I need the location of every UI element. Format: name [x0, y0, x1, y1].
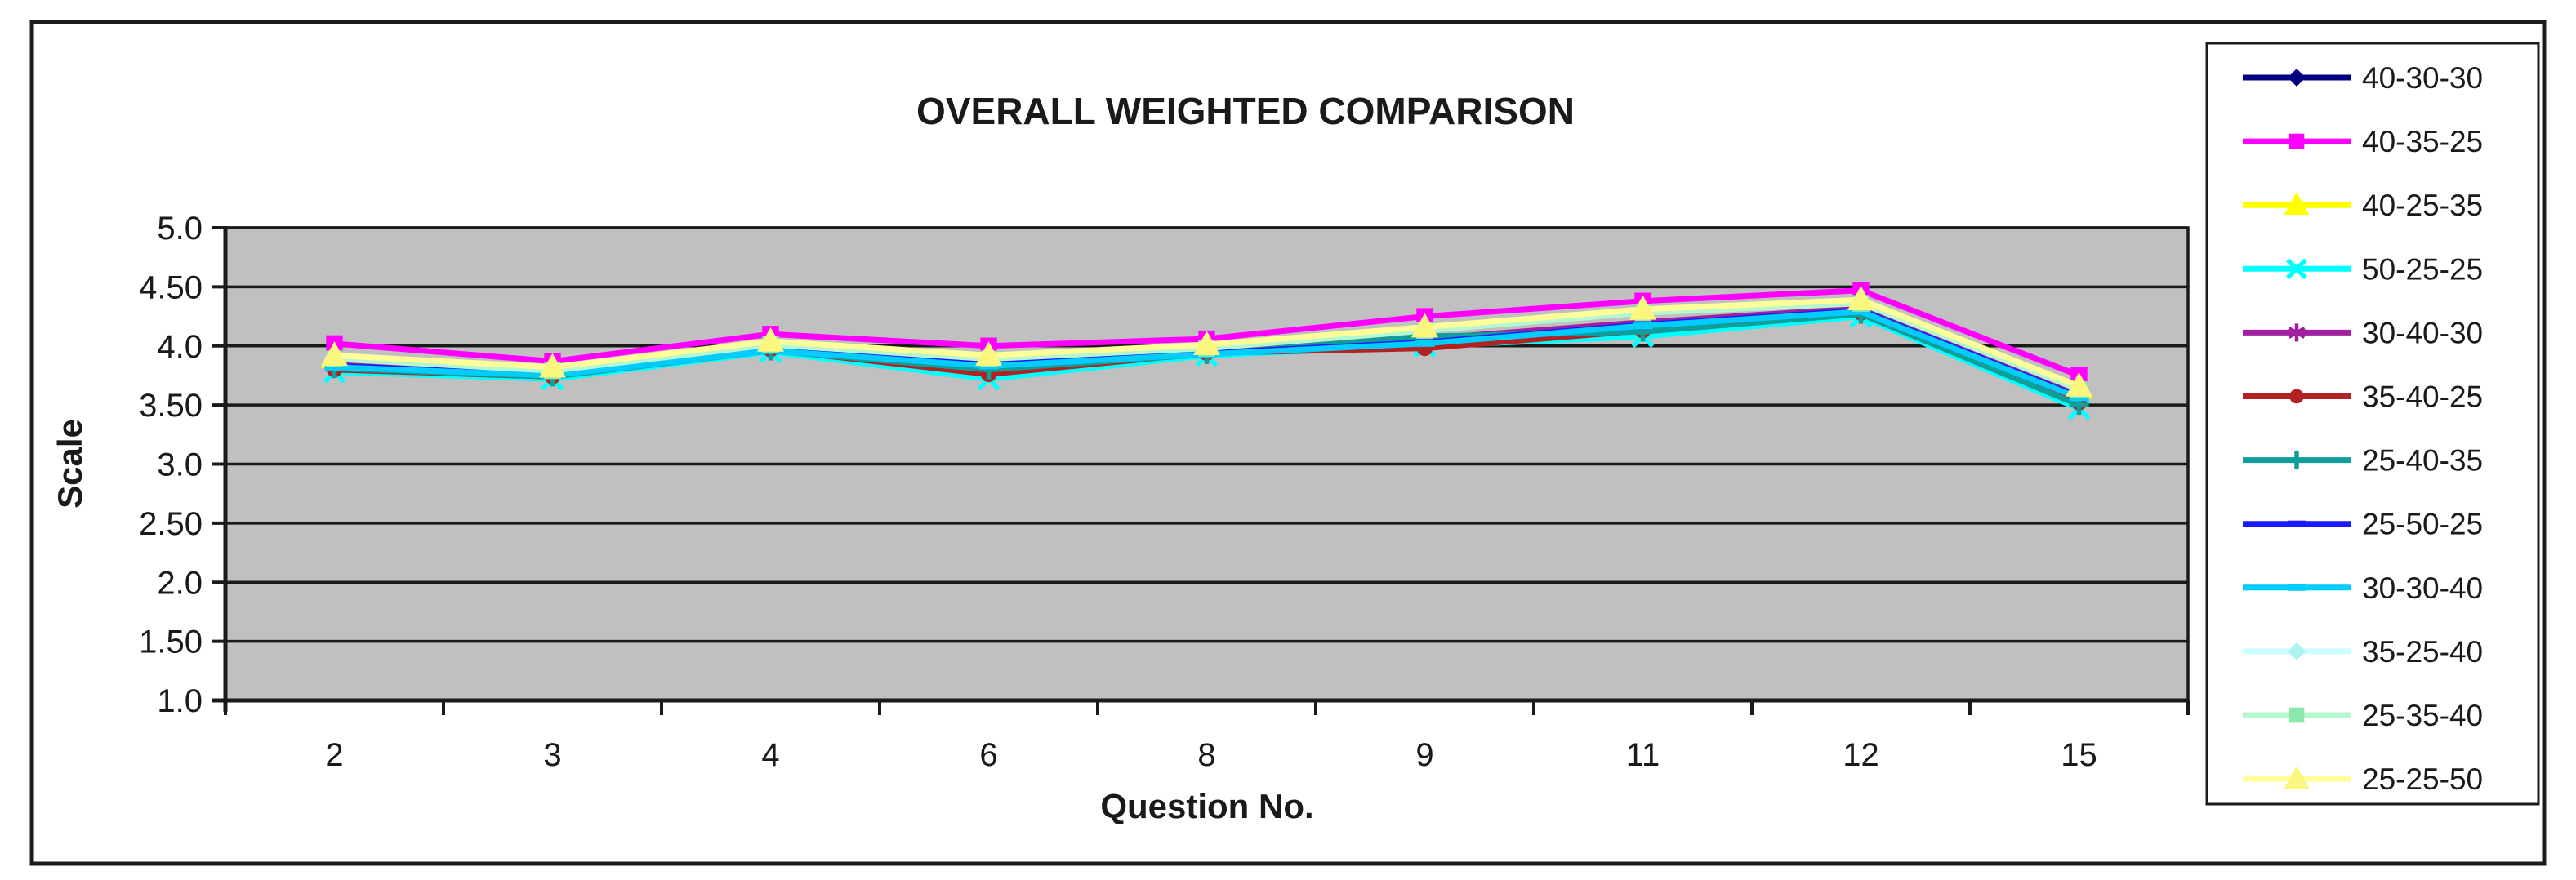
legend-marker: [2288, 520, 2306, 527]
diamond-marker-icon: [2288, 69, 2306, 87]
x-axis-title: Question No.: [1100, 787, 1313, 825]
y-tick-label: 3.0: [157, 447, 203, 483]
circle-marker-icon: [2289, 389, 2304, 404]
legend-label: 25-50-25: [2362, 508, 2483, 541]
x-tick-label: 2: [325, 737, 343, 773]
legend-marker: [2286, 258, 2307, 280]
x-tick-label: 6: [979, 737, 997, 773]
legend-marker: [2289, 133, 2305, 149]
legend-label: 40-35-25: [2362, 125, 2483, 158]
x-tick-label: 9: [1415, 737, 1433, 773]
triangle-marker-icon: [2284, 192, 2310, 216]
data-point-marker: [1193, 331, 1220, 356]
legend-label: 40-30-30: [2362, 61, 2483, 95]
series-25-25-50: [321, 286, 2092, 397]
legend-label: 25-25-50: [2362, 762, 2483, 796]
data-point-marker: [321, 341, 348, 367]
legend-item-35-25-40: 35-25-40: [2243, 635, 2483, 669]
triangle-marker-icon: [1193, 331, 1220, 356]
diamond-marker-icon: [2288, 642, 2306, 660]
x-tick-label: 12: [1843, 737, 1879, 773]
y-tick-label: 3.50: [139, 388, 203, 424]
chart-title: OVERALL WEIGHTED COMPARISON: [916, 90, 1575, 132]
y-tick-label: 1.0: [157, 683, 203, 719]
triangle-marker-icon: [1847, 286, 1874, 311]
legend-item-25-50-25: 25-50-25: [2243, 508, 2483, 541]
legend-marker: [2289, 389, 2304, 404]
x-tick-label: 8: [1197, 737, 1215, 773]
x-marker-icon: [2286, 258, 2307, 280]
legend-label: 30-40-30: [2362, 316, 2483, 349]
legend-marker: [2288, 323, 2306, 342]
data-point-marker: [1411, 313, 1438, 338]
data-point-marker: [1847, 286, 1874, 311]
legend-label: 50-25-25: [2362, 252, 2483, 286]
legend-item-25-35-40: 25-35-40: [2243, 699, 2483, 732]
legend-label: 40-25-35: [2362, 189, 2483, 222]
dash-marker-icon: [1633, 322, 1653, 330]
legend-item-25-40-35: 25-40-35: [2243, 444, 2483, 478]
legend-marker: [2289, 707, 2305, 723]
legend-item-35-40-25: 35-40-25: [2243, 380, 2483, 414]
x-axis: 2 3 4 6 8 9 11 12 15 Question No.: [212, 698, 2190, 825]
y-tick-label: 4.0: [157, 329, 203, 365]
legend-label: 25-40-35: [2362, 444, 2483, 478]
data-point-marker: [539, 353, 566, 378]
y-tick-label: 4.50: [139, 269, 203, 305]
legend-item-30-40-30: 30-40-30: [2243, 316, 2483, 349]
triangle-marker-icon: [2284, 766, 2310, 789]
dash-marker-icon: [2288, 584, 2306, 591]
triangle-marker-icon: [321, 341, 348, 367]
y-axis-title: Scale: [51, 419, 89, 509]
legend-item-50-25-25: 50-25-25: [2243, 252, 2483, 286]
asterisk-marker-icon: [2288, 323, 2306, 342]
y-tick-label: 1.50: [139, 624, 203, 660]
legend-item-40-25-35: 40-25-35: [2243, 189, 2483, 222]
data-point-marker: [1415, 340, 1435, 347]
legend-item-25-25-50: 25-25-50: [2243, 762, 2483, 796]
legend-label: 35-25-40: [2362, 635, 2483, 669]
triangle-marker-icon: [539, 353, 566, 378]
data-point-marker: [975, 341, 1002, 367]
triangle-marker-icon: [2066, 371, 2092, 397]
legend-marker: [2288, 69, 2306, 87]
legend-marker: [2284, 766, 2310, 789]
data-point-marker: [1629, 295, 1656, 320]
square-marker-icon: [2289, 133, 2305, 149]
legend-marker: [2288, 642, 2306, 660]
legend-marker: [2284, 192, 2310, 216]
y-tick-label: 2.0: [157, 565, 203, 601]
y-tick-label: 2.50: [139, 506, 203, 542]
x-tick-label: 4: [761, 737, 779, 773]
triangle-marker-icon: [1411, 313, 1438, 338]
legend-item-40-30-30: 40-30-30: [2243, 61, 2483, 95]
square-marker-icon: [2289, 707, 2305, 723]
data-point-marker: [757, 327, 784, 352]
legend: 40-30-30 40-35-25 40-25-35 50-25-25 30-40-30…: [2205, 42, 2540, 806]
plus-marker-icon: [2288, 451, 2306, 469]
x-tick-label: 3: [543, 737, 561, 773]
y-tick-label: 5.0: [157, 211, 203, 247]
dash-marker-icon: [1415, 340, 1435, 347]
triangle-marker-icon: [1629, 295, 1656, 320]
legend-box: [2205, 42, 2540, 806]
x-tick-label: 11: [1626, 737, 1660, 773]
plot-area: [224, 226, 2190, 702]
data-point-marker: [1633, 322, 1653, 330]
y-axis: 5.0 4.50 4.0 3.50 3.0 2.50 2.0 1.50 1.0 Scale: [51, 211, 228, 719]
legend-marker: [2288, 451, 2306, 469]
x-tick-label: 15: [2061, 737, 2097, 773]
dash-marker-icon: [2288, 520, 2306, 527]
legend-marker: [2288, 584, 2306, 591]
triangle-marker-icon: [757, 327, 784, 352]
legend-label: 30-30-40: [2362, 571, 2483, 605]
data-point-marker: [2066, 371, 2092, 397]
legend-item-30-30-40: 30-30-40: [2243, 571, 2483, 605]
triangle-marker-icon: [975, 341, 1002, 367]
legend-label: 25-35-40: [2362, 699, 2483, 732]
legend-label: 35-40-25: [2362, 380, 2483, 414]
legend-item-40-35-25: 40-35-25: [2243, 125, 2483, 158]
